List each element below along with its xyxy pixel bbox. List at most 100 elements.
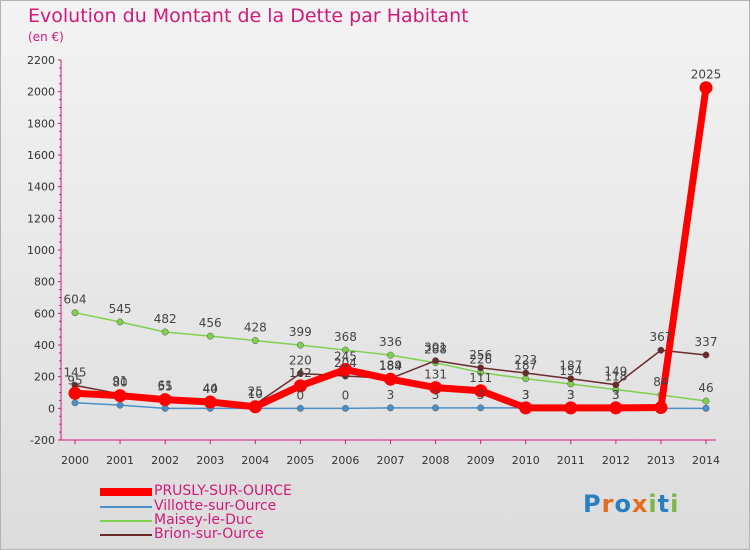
series-point-0 — [158, 393, 172, 407]
data-label-3: 367 — [649, 330, 672, 344]
data-label-3: 189 — [379, 358, 402, 372]
x-tick-label: 2001 — [106, 454, 134, 467]
legend-label-maisey: Maisey-le-Duc — [154, 512, 253, 528]
data-label-2: 545 — [109, 302, 132, 316]
series-point-0 — [384, 372, 397, 386]
series-point-3 — [296, 370, 304, 377]
data-label-2: 482 — [154, 312, 177, 326]
data-label-0: 142 — [289, 366, 312, 380]
legend-swatch-villotte — [100, 506, 152, 508]
x-tick-label: 2012 — [602, 454, 630, 467]
data-label-0: 40 — [203, 382, 218, 396]
data-label-3: 256 — [469, 348, 492, 362]
chart-title: Evolution du Montant de la Dette par Hab… — [28, 5, 469, 27]
data-label-2: 604 — [64, 293, 87, 307]
data-label-2: 288 — [424, 343, 447, 357]
series-point-2 — [341, 346, 349, 354]
data-label-1: 0 — [297, 388, 305, 402]
data-label-3: 187 — [559, 359, 582, 373]
y-tick-label: 2000 — [27, 86, 55, 99]
data-label-3: 223 — [514, 353, 537, 367]
data-label-0: 111 — [469, 371, 492, 385]
series-point-2 — [206, 332, 214, 340]
series-point-1 — [341, 404, 349, 412]
y-tick-label: 600 — [34, 307, 55, 320]
series-point-2 — [116, 318, 124, 326]
data-label-2: 226 — [469, 353, 492, 367]
series-point-0 — [338, 363, 352, 377]
data-label-0: 184 — [379, 359, 402, 373]
legend-swatch-maisey — [100, 520, 152, 522]
y-tick-label: 0 — [48, 402, 55, 415]
data-label-0: 3 — [567, 388, 575, 402]
x-tick-label: 2005 — [286, 454, 314, 467]
data-label-1: 0 — [342, 388, 350, 402]
series-point-1 — [387, 404, 394, 412]
y-tick-label: 1400 — [27, 181, 55, 194]
data-label-0: 245 — [334, 350, 357, 364]
x-tick-label: 2009 — [467, 454, 495, 467]
data-label-3: 220 — [289, 354, 312, 368]
x-tick-label: 2006 — [331, 454, 359, 467]
y-tick-label: 1800 — [27, 117, 55, 130]
data-label-0: 2025 — [691, 68, 722, 82]
x-tick-label: 2014 — [692, 454, 720, 467]
data-label-1: 3 — [612, 388, 620, 402]
series-point-3 — [657, 346, 665, 354]
data-label-3: 44 — [203, 381, 218, 395]
data-label-1: 3 — [432, 388, 440, 402]
data-label-0: 55 — [158, 380, 173, 394]
y-tick-label: -200 — [30, 434, 55, 447]
series-point-0 — [68, 386, 82, 400]
data-label-3: 145 — [64, 365, 87, 379]
data-label-1: 3 — [522, 388, 530, 402]
x-tick-label: 2010 — [512, 454, 540, 467]
y-tick-label: 1000 — [27, 244, 55, 257]
series-point-0 — [293, 379, 307, 393]
series-point-1 — [432, 404, 440, 412]
series-point-1 — [116, 401, 124, 409]
legend-swatch-brion — [100, 534, 152, 536]
series-point-3 — [477, 364, 485, 372]
x-tick-label: 2011 — [557, 454, 585, 467]
proxiti-logo: Proxiti — [583, 490, 680, 518]
data-label-3: 91 — [112, 374, 127, 388]
legend-item-prusly: PRUSLY-SUR-OURCE — [100, 483, 340, 499]
data-label-2: 336 — [379, 335, 402, 349]
y-tick-label: 1600 — [27, 149, 55, 162]
data-label-2: 46 — [698, 381, 713, 395]
series-point-0 — [203, 395, 217, 409]
data-label-1: 3 — [567, 388, 575, 402]
series-point-0 — [519, 401, 533, 415]
y-tick-label: 200 — [34, 371, 55, 384]
data-label-2: 399 — [289, 325, 312, 339]
series-point-2 — [161, 328, 169, 336]
legend-item-brion: Brion-sur-Ource — [100, 526, 340, 542]
y-tick-label: 1200 — [27, 212, 55, 225]
series-point-0 — [474, 384, 488, 398]
series-point-1 — [71, 399, 79, 407]
series-point-0 — [699, 81, 713, 95]
data-label-2: 368 — [334, 330, 357, 344]
series-point-1 — [702, 404, 710, 412]
x-tick-label: 2003 — [196, 454, 224, 467]
y-tick-label: 400 — [34, 339, 55, 352]
legend-label-villotte: Villotte-sur-Ource — [154, 498, 277, 514]
series-point-2 — [522, 375, 530, 383]
data-label-2: 428 — [244, 321, 267, 335]
series-point-3 — [432, 357, 440, 365]
x-tick-label: 2013 — [647, 454, 675, 467]
data-label-2: 118 — [604, 370, 627, 384]
series-point-0 — [113, 389, 127, 403]
data-label-0: 10 — [248, 387, 263, 401]
legend-item-maisey: Maisey-le-Duc — [100, 512, 340, 528]
x-tick-label: 2000 — [61, 454, 89, 467]
data-label-2: 84 — [653, 375, 668, 389]
data-label-1: 3 — [387, 388, 395, 402]
legend-swatch-prusly — [100, 488, 152, 496]
data-label-2: 154 — [559, 364, 582, 378]
series-point-3 — [567, 375, 575, 383]
series-point-0 — [429, 381, 443, 395]
series-point-1 — [296, 404, 304, 412]
